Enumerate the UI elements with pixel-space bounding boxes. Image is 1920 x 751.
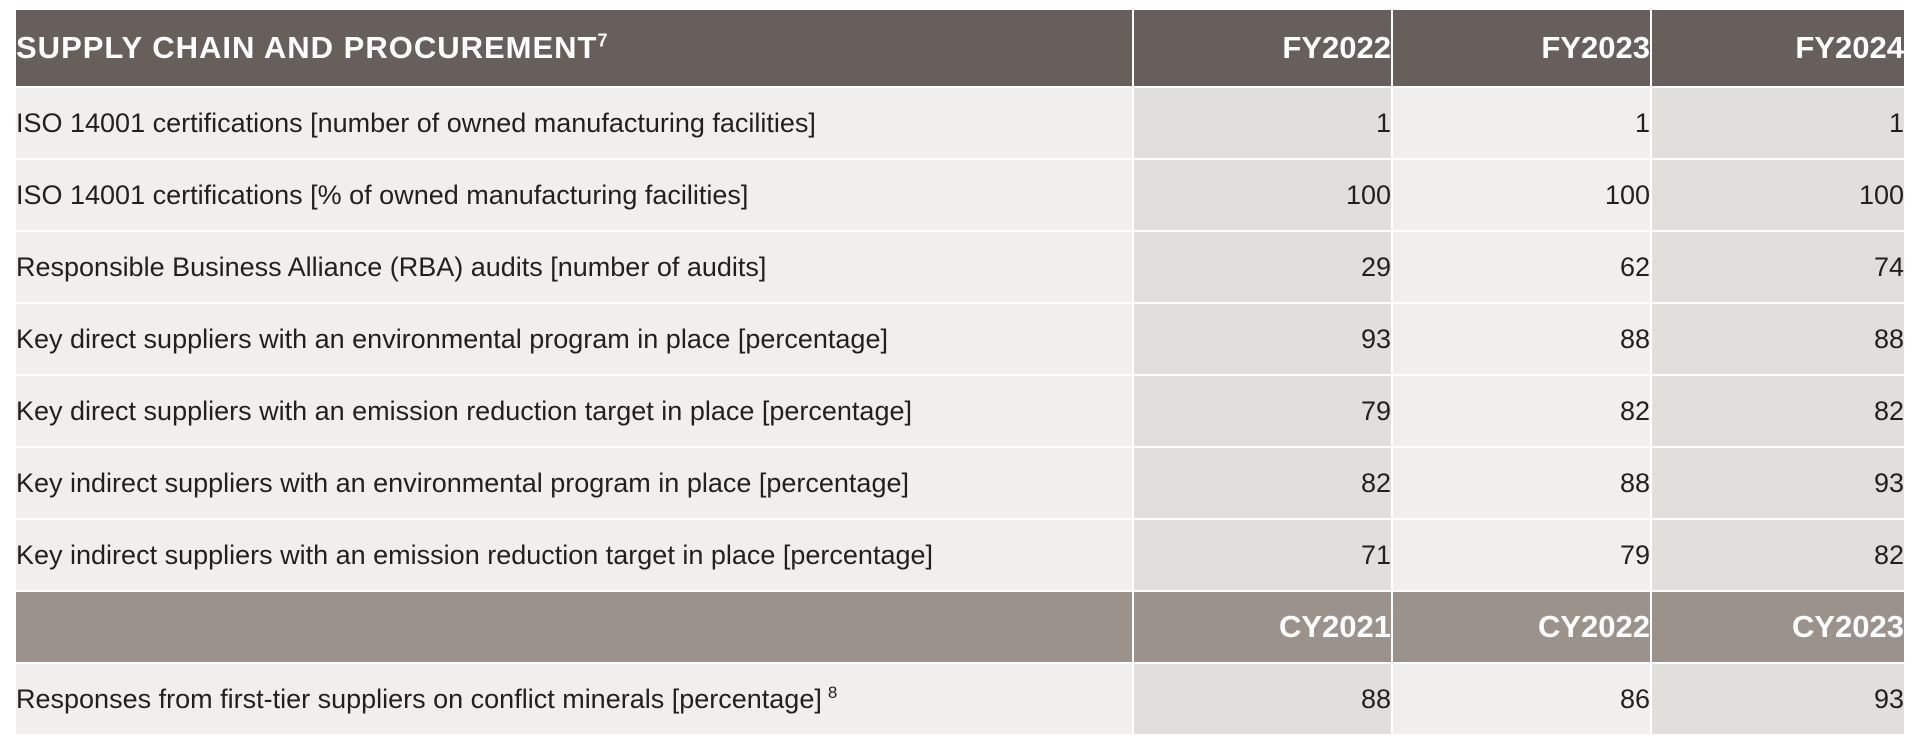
row-value-fy2023: 62 <box>1391 232 1650 304</box>
row-value-fy2022: 29 <box>1132 232 1391 304</box>
column-header-fy-3: FY2024 <box>1650 10 1904 88</box>
row-value-fy2022: 71 <box>1132 520 1391 592</box>
table-header-row: SUPPLY CHAIN AND PROCUREMENT7 FY2022 FY2… <box>16 10 1904 88</box>
table-row-conflict-minerals: Responses from first-tier suppliers on c… <box>16 664 1904 736</box>
column-header-fy-1: FY2022 <box>1132 10 1391 88</box>
row-label: Key indirect suppliers with an environme… <box>16 448 1132 520</box>
row-label: Responses from first-tier suppliers on c… <box>16 664 1132 736</box>
row-value-fy2024: 100 <box>1650 160 1904 232</box>
row-value-fy2022: 1 <box>1132 88 1391 160</box>
table-row: ISO 14001 certifications [number of owne… <box>16 88 1904 160</box>
row-value-fy2023: 100 <box>1391 160 1650 232</box>
row-value-fy2024: 88 <box>1650 304 1904 376</box>
row-value-fy2023: 88 <box>1391 304 1650 376</box>
calendar-year-header-row: CY2021 CY2022 CY2023 <box>16 592 1904 664</box>
table-row: Responsible Business Alliance (RBA) audi… <box>16 232 1904 304</box>
row-value-fy2023: 88 <box>1391 448 1650 520</box>
row-label: Responsible Business Alliance (RBA) audi… <box>16 232 1132 304</box>
supply-chain-table: SUPPLY CHAIN AND PROCUREMENT7 FY2022 FY2… <box>16 10 1904 736</box>
row-value-fy2024: 1 <box>1650 88 1904 160</box>
row-label: ISO 14001 certifications [number of owne… <box>16 88 1132 160</box>
calendar-year-header-blank <box>16 592 1132 664</box>
title-footnote-marker: 7 <box>597 30 608 51</box>
table-row: Key direct suppliers with an environment… <box>16 304 1904 376</box>
row-value-fy2023: 82 <box>1391 376 1650 448</box>
row-label: Key direct suppliers with an environment… <box>16 304 1132 376</box>
table-row: Key indirect suppliers with an environme… <box>16 448 1904 520</box>
table-row: Key indirect suppliers with an emission … <box>16 520 1904 592</box>
row-label: ISO 14001 certifications [% of owned man… <box>16 160 1132 232</box>
row-footnote-marker: 8 <box>827 682 838 702</box>
row-value-cy2022: 86 <box>1391 664 1650 736</box>
row-value-cy2023: 93 <box>1650 664 1904 736</box>
row-value-cy2021: 88 <box>1132 664 1391 736</box>
column-header-cy-1: CY2021 <box>1132 592 1391 664</box>
row-value-fy2022: 93 <box>1132 304 1391 376</box>
table-title: SUPPLY CHAIN AND PROCUREMENT7 <box>16 10 1132 88</box>
row-value-fy2022: 82 <box>1132 448 1391 520</box>
row-label: Key indirect suppliers with an emission … <box>16 520 1132 592</box>
row-value-fy2023: 1 <box>1391 88 1650 160</box>
row-value-fy2022: 100 <box>1132 160 1391 232</box>
row-value-fy2024: 82 <box>1650 376 1904 448</box>
column-header-cy-3: CY2023 <box>1650 592 1904 664</box>
row-value-fy2024: 93 <box>1650 448 1904 520</box>
row-value-fy2024: 74 <box>1650 232 1904 304</box>
row-label: Key direct suppliers with an emission re… <box>16 376 1132 448</box>
column-header-cy-2: CY2022 <box>1391 592 1650 664</box>
table-row: ISO 14001 certifications [% of owned man… <box>16 160 1904 232</box>
row-value-fy2023: 79 <box>1391 520 1650 592</box>
table-row: Key direct suppliers with an emission re… <box>16 376 1904 448</box>
row-value-fy2024: 82 <box>1650 520 1904 592</box>
row-value-fy2022: 79 <box>1132 376 1391 448</box>
column-header-fy-2: FY2023 <box>1391 10 1650 88</box>
